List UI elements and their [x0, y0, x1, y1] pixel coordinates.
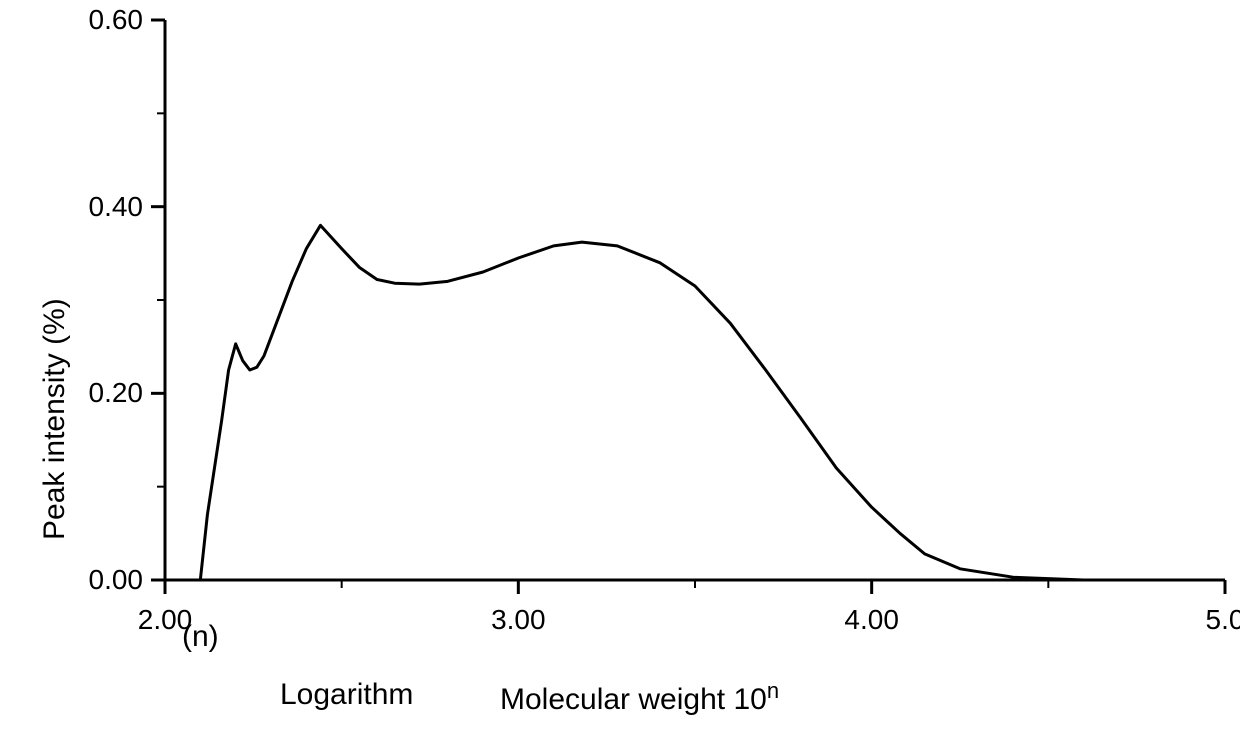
y-tick-label: 0.20	[63, 377, 143, 409]
x-tick-label: 4.00	[844, 604, 899, 636]
y-tick-label: 0.00	[63, 564, 143, 596]
y-tick-label: 0.40	[63, 191, 143, 223]
chart-figure: Peak intensity (%) (n) Logarithm Molecul…	[0, 0, 1240, 741]
y-tick-label: 0.60	[63, 4, 143, 36]
x-tick-label: 2.00	[138, 604, 193, 636]
x-tick-label: 5.0	[1206, 604, 1240, 636]
x-tick-label: 3.00	[491, 604, 546, 636]
